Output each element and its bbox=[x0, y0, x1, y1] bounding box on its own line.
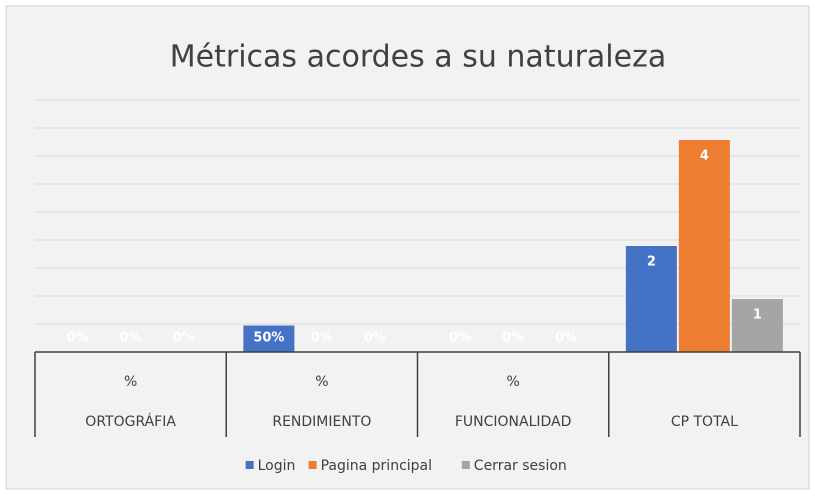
data-label: 0% bbox=[120, 331, 142, 346]
bar bbox=[243, 325, 295, 352]
data-label: 2 bbox=[647, 255, 656, 270]
data-label: 0% bbox=[67, 331, 89, 346]
legend-swatch bbox=[245, 461, 254, 469]
data-label: 0% bbox=[311, 331, 333, 346]
data-label: 1 bbox=[753, 308, 762, 323]
bar bbox=[678, 140, 730, 352]
x-tick-label: % bbox=[506, 374, 519, 390]
x-tick-label: % bbox=[315, 374, 328, 390]
x-tick-label: ORTOGRÁFIA bbox=[85, 413, 176, 430]
x-tick-label: % bbox=[124, 374, 137, 390]
legend-label: Login bbox=[258, 458, 296, 474]
legend-label: Cerrar sesion bbox=[474, 458, 567, 474]
bar bbox=[625, 246, 677, 352]
x-tick-label: FUNCIONALIDAD bbox=[455, 414, 572, 430]
data-label: 4 bbox=[700, 149, 709, 164]
data-label: 0% bbox=[555, 331, 577, 346]
legend-swatch bbox=[461, 461, 470, 469]
legend-label: Pagina principal bbox=[321, 458, 432, 474]
data-label: 0% bbox=[364, 331, 386, 346]
x-tick-label: CP TOTAL bbox=[671, 414, 738, 430]
data-label: 0% bbox=[173, 331, 195, 346]
legend-swatch bbox=[308, 461, 317, 469]
chart-title: Métricas acordes a su naturaleza bbox=[170, 40, 666, 75]
data-label: 0% bbox=[502, 331, 524, 346]
data-label: 0% bbox=[449, 331, 471, 346]
bar bbox=[731, 299, 783, 352]
data-label: 50% bbox=[253, 331, 284, 346]
x-tick-label: RENDIMIENTO bbox=[272, 414, 371, 430]
